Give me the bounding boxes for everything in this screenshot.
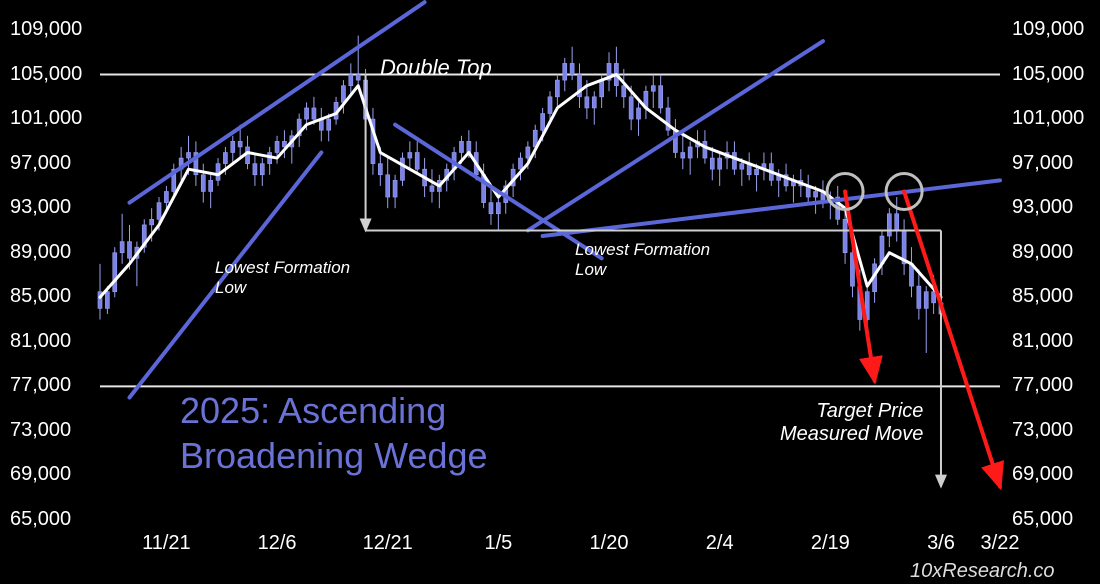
annotation-double-top: Double Top [380, 55, 492, 81]
annotation-lowest-formation-low-2: Lowest Formation Low [575, 240, 710, 280]
chart-stage: { "canvas": { "width": 1100, "height": 5… [0, 0, 1100, 584]
watermark: 10xResearch.co [910, 560, 1055, 583]
annotation-target-price: Target Price Measured Move [780, 400, 923, 446]
annotation-lowest-formation-low-1: Lowest Formation Low [215, 258, 350, 298]
chart-svg [0, 0, 1100, 584]
chart-title: 2025: Ascending Broadening Wedge [180, 388, 488, 478]
